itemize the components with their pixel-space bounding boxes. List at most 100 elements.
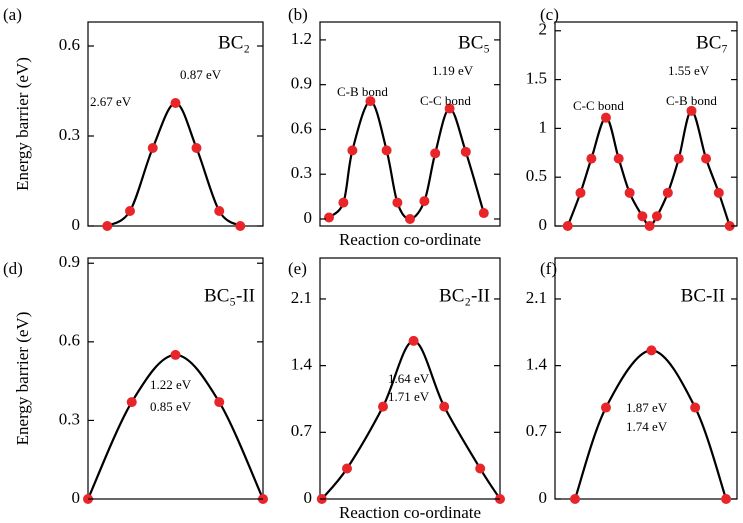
data-point: [644, 221, 655, 231]
x-axis-label: Reaction co-ordinate: [339, 230, 481, 249]
y-tick-label: 0.3: [59, 409, 80, 428]
y-axis-label: Energy barrier (eV): [13, 312, 32, 446]
data-point: [419, 196, 430, 207]
data-point: [147, 143, 158, 153]
data-point: [586, 153, 597, 164]
data-point: [475, 463, 486, 474]
annotation: 1.22 eV: [150, 377, 192, 392]
data-point: [235, 221, 246, 231]
data-point: [673, 153, 684, 164]
y-tick-label: 0.3: [291, 163, 312, 182]
curve: [566, 109, 731, 228]
data-point: [724, 221, 735, 231]
x-axis-label: Reaction co-ordinate: [339, 503, 481, 522]
data-point: [637, 211, 648, 222]
data-point: [214, 397, 225, 408]
y-tick-label: 2: [539, 20, 548, 39]
panel-label: (c): [540, 5, 559, 24]
plot-frame: [319, 21, 501, 227]
data-point: [126, 397, 137, 408]
panel-title: BC₂: [218, 32, 250, 53]
annotation: 1.74 eV: [626, 419, 668, 434]
data-point: [125, 206, 135, 216]
panel-title: BC-II: [681, 285, 725, 306]
y-tick-label: 0: [539, 215, 548, 234]
annotation: 0.85 eV: [150, 399, 192, 414]
panel-label: (e): [288, 259, 307, 278]
data-point: [690, 402, 701, 413]
plot-frame: [87, 21, 264, 227]
y-tick-label: 1: [539, 117, 548, 136]
y-tick-label: 0: [539, 488, 548, 507]
data-point: [430, 148, 441, 159]
y-tick-label: 0.7: [526, 421, 548, 440]
panel-label: (b): [288, 5, 308, 24]
panel-title: BC₇: [696, 32, 728, 53]
panel-title: BC₅: [458, 32, 490, 53]
data-point: [439, 401, 450, 412]
y-tick-label: 2.1: [291, 288, 312, 307]
y-tick-label: 0.3: [59, 125, 80, 144]
data-point: [347, 145, 358, 156]
annotation: 1.71 eV: [388, 389, 430, 404]
annotation: 1.55 eV: [668, 63, 710, 78]
y-tick-label: 1.4: [291, 355, 313, 374]
data-point: [342, 463, 352, 474]
annotation: C-B bond: [666, 93, 717, 108]
data-point: [713, 187, 724, 198]
annotation: 1.64 eV: [388, 371, 430, 386]
panel-title: BC₅-II: [204, 285, 255, 306]
data-point: [662, 187, 673, 198]
data-point: [191, 143, 202, 153]
y-tick-label: 1.4: [526, 355, 548, 374]
curve: [328, 99, 485, 221]
plot-frame: [319, 257, 501, 500]
data-point: [102, 221, 113, 231]
data-point: [444, 103, 455, 114]
y-tick-label: 0.9: [59, 252, 80, 271]
y-tick-label: 0.6: [59, 331, 80, 350]
annotation: 2.67 eV: [90, 94, 132, 109]
annotation: 1.87 eV: [626, 400, 668, 415]
data-point: [381, 145, 392, 156]
y-tick-label: 1.2: [291, 29, 312, 48]
plot-frame: [87, 257, 264, 500]
annotation: C-C bond: [573, 98, 624, 113]
y-tick-label: 2.1: [526, 288, 547, 307]
y-tick-label: 1.5: [526, 68, 547, 87]
y-tick-label: 0.5: [526, 166, 547, 185]
data-point: [170, 349, 181, 360]
data-point: [392, 197, 403, 208]
data-point: [365, 96, 376, 107]
y-tick-label: 0: [72, 215, 81, 234]
data-point: [405, 214, 415, 224]
y-tick-label: 0: [304, 208, 313, 227]
annotation: 1.19 eV: [432, 63, 474, 78]
data-point: [624, 187, 635, 198]
data-point: [338, 197, 349, 208]
data-point: [324, 212, 334, 223]
panel-title: BC₂-II: [439, 285, 490, 306]
annotation: C-B bond: [337, 84, 388, 99]
data-point: [562, 221, 573, 231]
data-point: [570, 494, 581, 504]
y-tick-label: 0: [304, 488, 313, 507]
panel-label: (f): [540, 259, 557, 278]
data-point: [600, 402, 611, 413]
y-tick-label: 0.6: [59, 35, 80, 54]
data-point: [378, 401, 388, 412]
y-tick-label: 0: [72, 488, 81, 507]
plot-frame: [554, 257, 738, 500]
data-point: [613, 153, 624, 164]
data-point: [478, 208, 489, 219]
annotation: C-C bond: [420, 93, 471, 108]
data-point: [686, 105, 697, 116]
data-point: [460, 146, 471, 157]
data-point: [408, 335, 419, 346]
panel-label: (a): [3, 5, 22, 24]
data-point: [575, 187, 586, 198]
y-tick-label: 0.6: [291, 118, 312, 137]
annotation: 0.87 eV: [180, 67, 222, 82]
panel-label: (d): [3, 259, 23, 278]
